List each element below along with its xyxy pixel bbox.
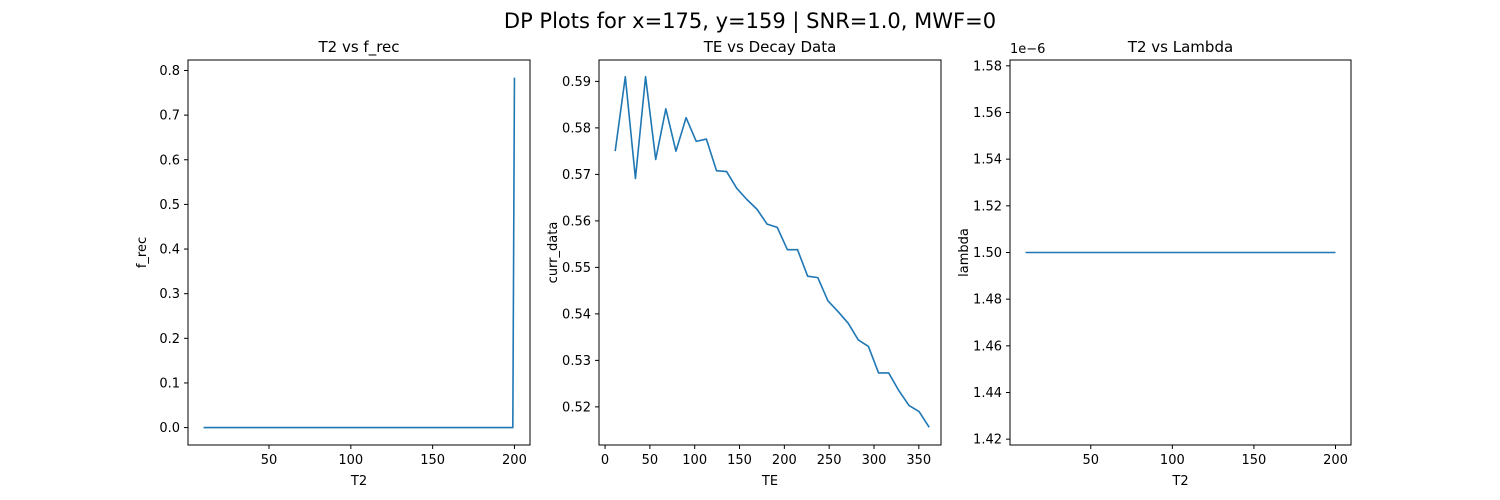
y-axis-label: lambda xyxy=(957,228,972,277)
y-tick-label: 1.48 xyxy=(973,293,1002,308)
x-axis-label: T2 xyxy=(1171,474,1188,489)
figure-suptitle: DP Plots for x=175, y=159 | SNR=1.0, MWF… xyxy=(504,9,996,34)
x-tick-label: 0 xyxy=(601,453,609,468)
y-tick-label: 0.8 xyxy=(159,64,180,79)
subplot-1: 50 100 150 200 0.0 0.1 0.2 0.3 0.4 0.5 0.6 0.7 0.8 T2… xyxy=(135,38,531,489)
x-tick-label: 50 xyxy=(1082,453,1099,468)
subplot-title: T2 vs f_rec xyxy=(317,38,399,57)
x-tick-label: 100 xyxy=(338,453,363,468)
y-tick-label: 1.44 xyxy=(973,386,1002,401)
y-tick-label: 1.52 xyxy=(973,199,1002,214)
y-tick-label: 1.42 xyxy=(973,433,1002,448)
y-axis-label: curr_data xyxy=(546,222,561,284)
y-tick-label: 0.54 xyxy=(562,307,591,322)
y-tick-label: 1.50 xyxy=(973,246,1002,261)
series-line-1-1 xyxy=(203,77,516,429)
y-tick-label: 0.0 xyxy=(159,421,180,436)
x-axis-label: TE xyxy=(761,474,778,489)
x-tick-label: 250 xyxy=(817,453,842,468)
subplot-2: 0 50 100 150 200 250 300 350 0.52 0.53 0.54 0.55 0.5… xyxy=(546,38,942,489)
axes-frame xyxy=(187,59,531,446)
y-tick-label: 1.54 xyxy=(973,153,1002,168)
y-tick-label: 0.7 xyxy=(159,109,180,124)
y-tick-label: 1.58 xyxy=(973,59,1002,74)
y-tick-label: 0.3 xyxy=(159,287,180,302)
x-tick-label: 100 xyxy=(1160,453,1185,468)
y-tick-label: 0.53 xyxy=(562,354,591,369)
x-tick-label: 150 xyxy=(420,453,445,468)
x-tick-label: 50 xyxy=(642,453,659,468)
x-tick-label: 200 xyxy=(1323,453,1348,468)
y-tick-label: 0.1 xyxy=(159,376,180,391)
x-tick-label: 50 xyxy=(261,453,278,468)
x-tick-label: 100 xyxy=(682,453,707,468)
x-tick-label: 200 xyxy=(502,453,527,468)
subplot-3: 50 100 150 200 1.42 1.44 1.46 1.48 1.50 1.52 1.54 1… xyxy=(957,38,1352,489)
y-tick-label: 1.46 xyxy=(973,339,1002,354)
y-tick-label: 0.59 xyxy=(562,75,591,90)
y-tick-label: 0.55 xyxy=(562,261,591,276)
y-axis-label: f_rec xyxy=(135,237,150,268)
y-tick-label: 0.4 xyxy=(159,243,180,258)
y-tick-label: 1.56 xyxy=(973,106,1002,121)
y-tick-label: 0.57 xyxy=(562,168,591,183)
subplot-title: TE vs Decay Data xyxy=(703,38,837,56)
x-tick-label: 200 xyxy=(772,453,797,468)
x-tick-label: 150 xyxy=(1242,453,1267,468)
x-axis-label: T2 xyxy=(350,474,367,489)
axes-frame xyxy=(598,59,942,446)
y-offset-text: 1e−6 xyxy=(1010,42,1045,57)
x-tick-label: 350 xyxy=(906,453,931,468)
y-tick-label: 0.58 xyxy=(562,121,591,136)
subplot-title: T2 vs Lambda xyxy=(1127,38,1233,56)
x-tick-label: 150 xyxy=(727,453,752,468)
series-line-2-1 xyxy=(614,75,930,428)
y-tick-label: 0.52 xyxy=(562,400,591,415)
y-tick-label: 0.5 xyxy=(159,198,180,213)
y-tick-label: 0.2 xyxy=(159,332,180,347)
y-tick-label: 0.56 xyxy=(562,214,591,229)
y-tick-label: 0.6 xyxy=(159,153,180,168)
x-tick-label: 300 xyxy=(862,453,887,468)
